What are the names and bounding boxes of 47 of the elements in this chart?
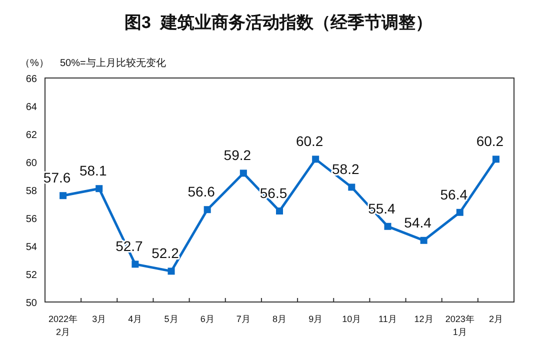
data-label: 58.2 [332, 161, 360, 178]
x-tick-label: 7月 [236, 314, 250, 324]
point [312, 156, 320, 163]
chart-title: 图3 建筑业商务活动指数（经季节调整） [124, 13, 432, 32]
data-label: 52.2 [152, 245, 180, 262]
point [420, 236, 428, 244]
point [456, 208, 464, 216]
y-axis-title: （%） [20, 58, 49, 69]
y-tick-label: 50 [26, 298, 38, 309]
data-label: 56.6 [188, 184, 216, 200]
y-tick-label: 54 [26, 242, 38, 253]
x-tick-label: 4月 [128, 314, 142, 324]
data-label: 58.1 [79, 162, 107, 179]
x-tick-label: 10月 [342, 314, 362, 324]
point [60, 192, 67, 200]
data-label: 60.2 [476, 133, 504, 150]
x-tick-label: 2022年 2月 [48, 314, 78, 337]
data-label: 56.4 [440, 186, 468, 202]
point [168, 268, 175, 275]
x-tick-label: 9月 [308, 314, 323, 324]
y-tick-label: 60 [26, 158, 38, 169]
x-tick-label: 6月 [200, 314, 214, 324]
x-tick-label: 2023年 1月 [445, 314, 474, 337]
point [276, 208, 283, 214]
data-label: 54.4 [404, 214, 432, 230]
y-tick-label: 62 [26, 130, 38, 141]
x-tick-label: 2月 [488, 314, 503, 324]
data-label: 60.2 [296, 133, 324, 150]
x-tick-label: 12月 [414, 314, 434, 324]
data-label: 59.2 [224, 147, 252, 164]
point [384, 222, 392, 230]
point [204, 206, 211, 214]
x-tick-label: 8月 [272, 314, 287, 324]
y-tick-label: 56 [26, 214, 38, 225]
y-tick-label: 66 [26, 74, 38, 85]
point [96, 185, 103, 192]
y-tick-label: 52 [26, 270, 38, 281]
x-tick-label: 5月 [164, 314, 178, 324]
text: 50%=与上月比较无变化 [60, 57, 166, 69]
point [132, 260, 139, 268]
y-tick-label: 64 [26, 102, 38, 113]
x-tick-label: 3月 [92, 314, 106, 324]
y-tick-label: 58 [26, 186, 38, 197]
x-tick-label: 11月 [378, 314, 397, 324]
point [492, 156, 500, 163]
point [348, 184, 356, 191]
point [240, 170, 247, 177]
